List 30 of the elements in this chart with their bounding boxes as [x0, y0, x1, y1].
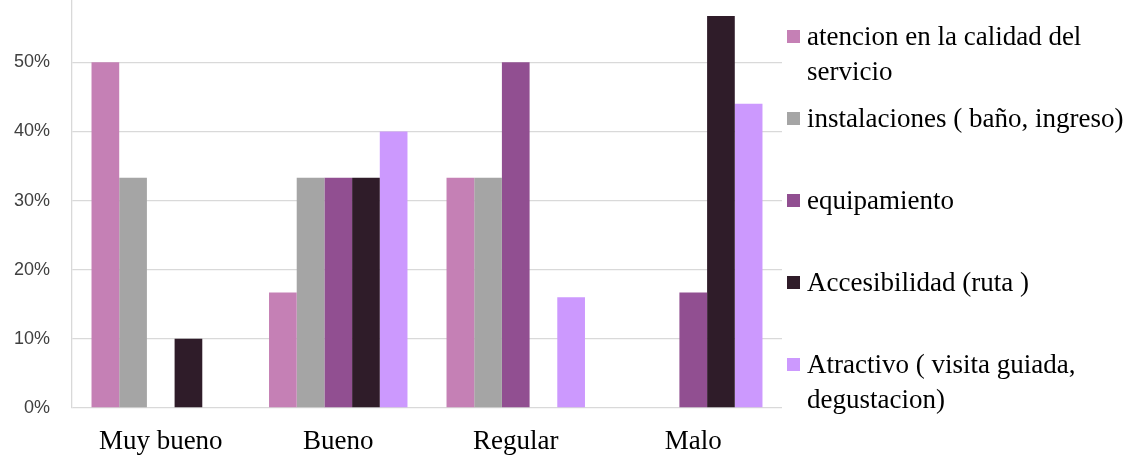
bar	[119, 177, 147, 408]
legend-label: instalaciones ( baño, ingreso)	[807, 102, 1125, 135]
legend-label: equipamiento	[807, 184, 955, 217]
legend-label: Accesibilidad (ruta )	[807, 266, 1030, 299]
bar	[91, 62, 120, 408]
bar	[379, 131, 408, 408]
bar	[557, 297, 585, 408]
bar	[324, 177, 353, 408]
bar	[174, 338, 203, 408]
bar	[501, 62, 530, 408]
bar	[707, 15, 735, 408]
x-tick-label: Bueno	[303, 424, 374, 455]
x-tick-label: Malo	[664, 424, 722, 455]
bar	[296, 177, 325, 408]
y-tick-label: 0%	[23, 396, 50, 417]
bar	[352, 177, 380, 408]
bar	[269, 292, 297, 408]
x-tick-label: Regular	[473, 424, 559, 455]
y-tick-label: 40%	[13, 120, 50, 141]
bar	[474, 177, 502, 408]
legend-label: atencion en la calidad del servicio	[807, 20, 1083, 88]
y-tick-label: 20%	[13, 258, 50, 279]
y-tick-label: 10%	[13, 327, 50, 348]
y-tick-label: 30%	[13, 189, 50, 210]
x-tick-label: Muy bueno	[98, 424, 223, 455]
legend-label: Atractivo ( visita guiada, degustacion)	[807, 348, 1077, 416]
bar	[679, 292, 708, 408]
y-tick-label: 50%	[13, 51, 50, 72]
bar	[734, 103, 763, 408]
bar	[446, 177, 475, 408]
